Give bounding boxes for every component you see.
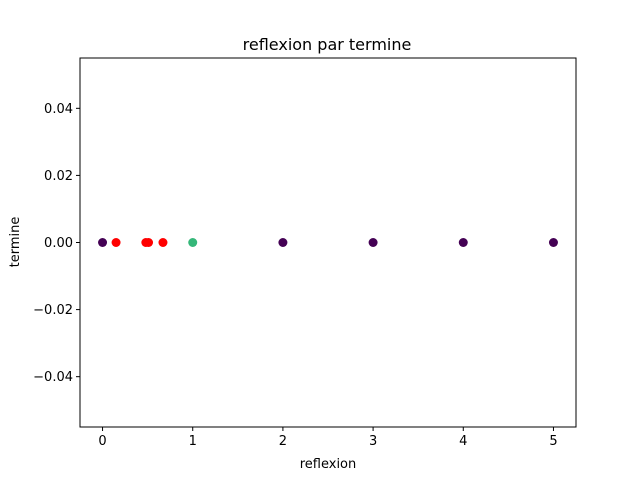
x-tick-label: 3 xyxy=(369,434,377,449)
data-point xyxy=(548,238,558,247)
data-point xyxy=(158,238,168,247)
data-point xyxy=(98,238,108,247)
data-point xyxy=(458,238,468,247)
data-points xyxy=(98,238,558,247)
y-tick-label: 0.02 xyxy=(44,169,73,184)
x-tick-label: 5 xyxy=(549,434,557,449)
y-tick-label: −0.04 xyxy=(33,370,73,385)
y-tick-label: 0.04 xyxy=(44,102,73,117)
x-tick-label: 1 xyxy=(189,434,197,449)
y-tick-label: 0.00 xyxy=(44,236,73,251)
y-axis-label: termine xyxy=(8,217,23,268)
x-axis-ticks: 0 1 2 3 4 5 xyxy=(98,427,558,449)
data-point xyxy=(111,238,121,247)
y-tick-label: −0.02 xyxy=(33,303,73,318)
chart-title: reflexion par termine xyxy=(243,35,412,54)
data-point xyxy=(144,238,154,247)
data-point xyxy=(368,238,378,247)
x-tick-label: 4 xyxy=(459,434,467,449)
plot-area xyxy=(79,57,577,428)
y-axis-ticks: −0.04 −0.02 0.00 0.02 0.04 xyxy=(33,102,80,385)
data-point xyxy=(188,238,198,247)
x-tick-label: 2 xyxy=(279,434,287,449)
x-tick-label: 0 xyxy=(98,434,106,449)
data-point xyxy=(278,238,288,247)
x-axis-label: reflexion xyxy=(300,457,357,472)
